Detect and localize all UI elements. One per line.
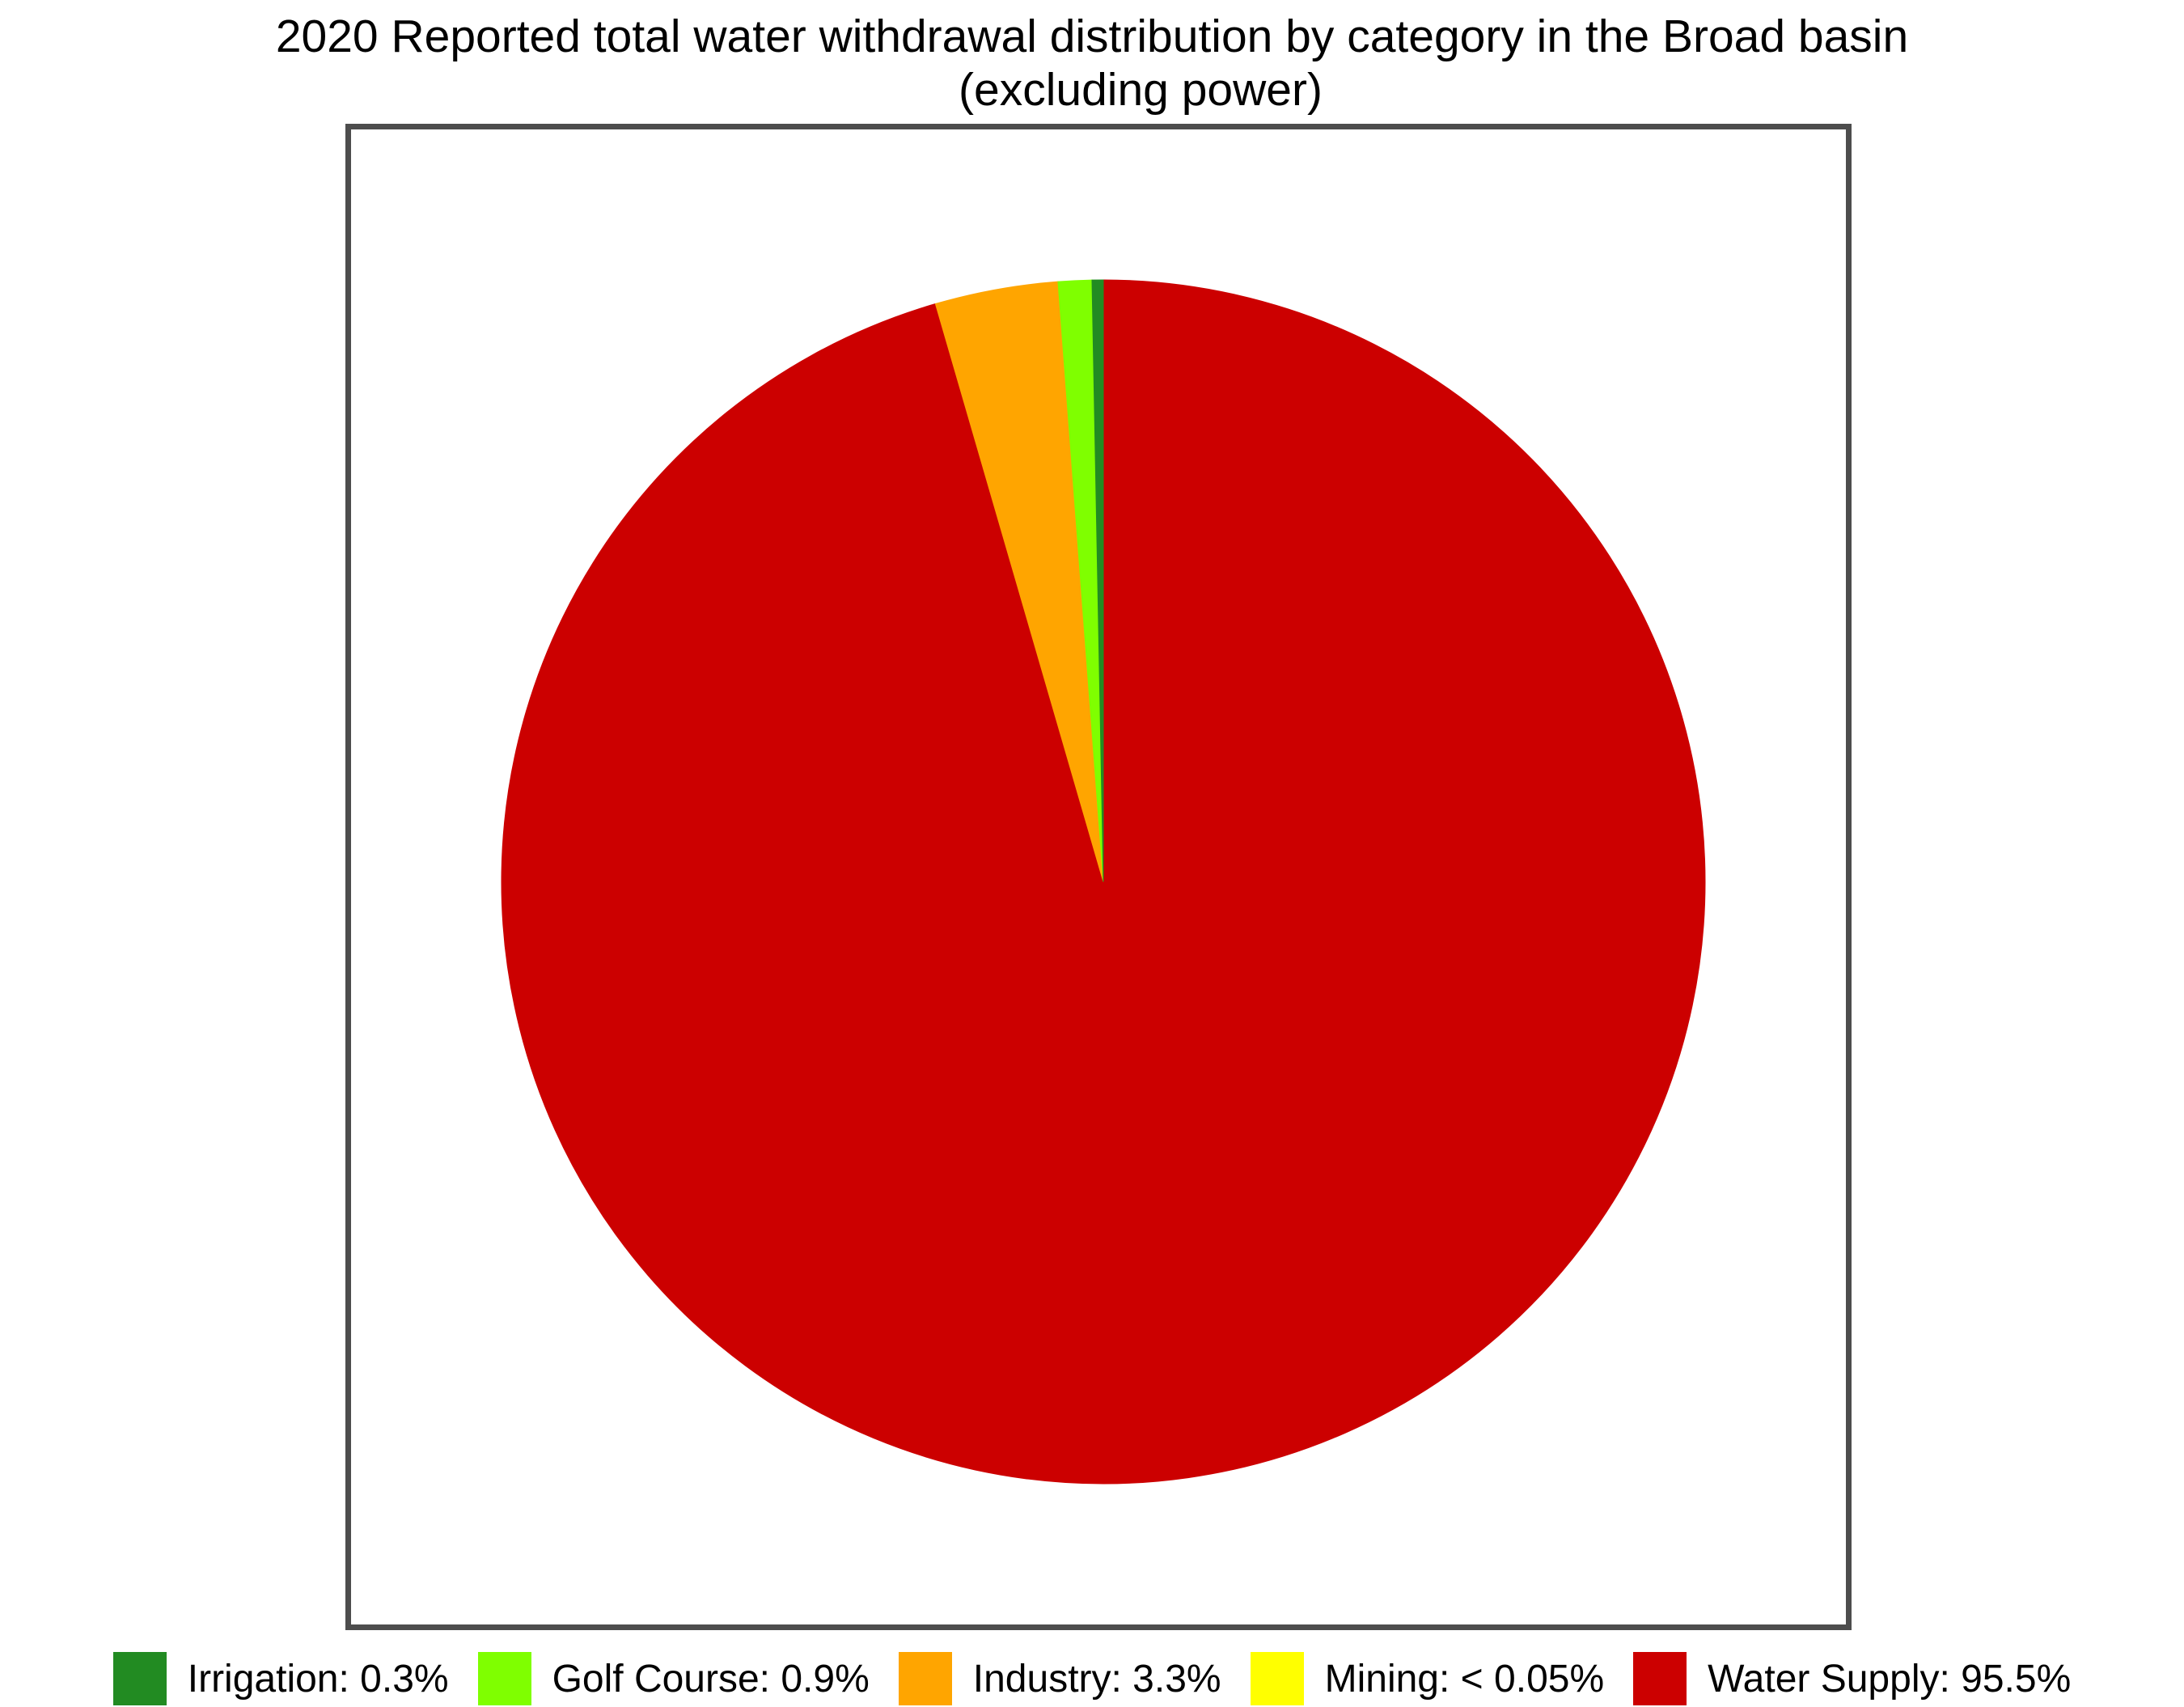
legend-item: Irrigation: 0.3% (112, 1652, 449, 1705)
pie-chart (501, 279, 1706, 1485)
legend-swatch (1633, 1652, 1687, 1705)
legend-item: Industry: 3.3% (898, 1652, 1221, 1705)
pie-slices (501, 279, 1706, 1485)
pie-slice-irrigation (1091, 279, 1104, 883)
legend-item: Mining: < 0.05% (1250, 1652, 1605, 1705)
legend-label: Water Supply: 95.5% (1708, 1657, 2072, 1701)
legend-label: Irrigation: 0.3% (187, 1657, 449, 1701)
legend-swatch (112, 1652, 167, 1705)
legend-swatch (477, 1652, 531, 1705)
legend-label: Golf Course: 0.9% (552, 1657, 870, 1701)
legend-swatch (1250, 1652, 1304, 1705)
legend-item: Golf Course: 0.9% (477, 1652, 870, 1705)
chart-title-text: 2020 Reported total water withdrawal dis… (275, 11, 1909, 62)
legend-swatch (898, 1652, 952, 1705)
legend-label: Industry: 3.3% (972, 1657, 1221, 1701)
chart-title: 2020 Reported total water withdrawal dis… (0, 10, 2184, 116)
chart-subtitle: (excluding power) (959, 64, 1323, 116)
legend-label: Mining: < 0.05% (1324, 1657, 1605, 1701)
legend: Irrigation: 0.3% Golf Course: 0.9% Industr… (0, 1650, 2184, 1707)
plot-panel (345, 124, 1852, 1630)
legend-item: Water Supply: 95.5% (1633, 1652, 2071, 1705)
